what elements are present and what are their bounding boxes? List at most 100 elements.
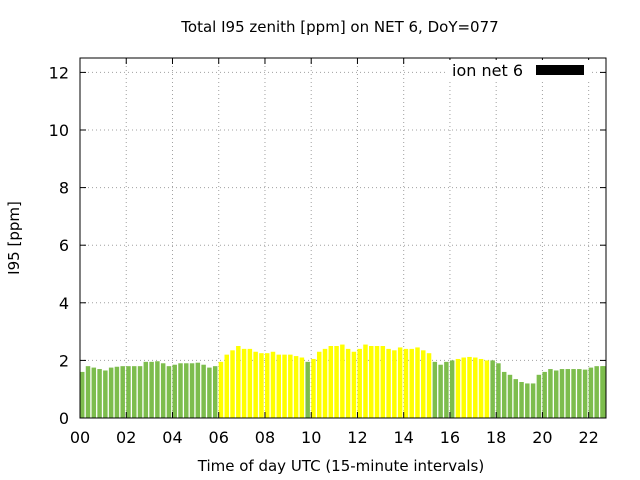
bar (316, 351, 322, 418)
bar (230, 350, 235, 418)
bar (380, 346, 386, 418)
bar (530, 383, 536, 418)
bar (553, 370, 559, 418)
bar (207, 367, 212, 418)
bar (582, 369, 588, 418)
bar (264, 353, 270, 418)
legend-label: ion net 6 (452, 61, 523, 80)
bar (253, 351, 258, 418)
bar (461, 357, 466, 418)
bar (108, 367, 114, 418)
x-tick-label: 04 (162, 428, 182, 447)
bar (467, 356, 472, 418)
bar (247, 348, 253, 418)
bar (276, 354, 282, 418)
bar (455, 358, 461, 418)
bar (559, 369, 565, 418)
x-tick-label: 02 (116, 428, 136, 447)
bar (473, 357, 478, 418)
bar (97, 369, 102, 418)
bar (160, 363, 166, 418)
bar (525, 383, 530, 418)
bar (403, 348, 409, 418)
x-axis-label: Time of day UTC (15-minute intervals) (197, 457, 484, 475)
bar (536, 374, 542, 418)
bar (288, 354, 293, 418)
y-tick-label: 10 (49, 121, 69, 140)
x-tick-label: 20 (532, 428, 552, 447)
y-tick-label: 0 (59, 409, 69, 428)
bar (363, 344, 368, 418)
bar (501, 371, 507, 418)
bar (507, 374, 513, 418)
x-tick-label: 08 (255, 428, 275, 447)
bar (103, 370, 108, 418)
bar (334, 346, 339, 418)
bar (293, 356, 299, 418)
bar (513, 379, 518, 418)
plot-frame (79, 57, 607, 419)
x-tick-label: 00 (70, 428, 90, 447)
legend: ion net 6 (446, 60, 590, 80)
bar (270, 351, 276, 418)
bar (577, 369, 582, 418)
bar (374, 346, 380, 418)
bar (519, 382, 524, 418)
y-axis-label: I95 [ppm] (5, 201, 23, 275)
bar (149, 361, 154, 418)
bar (565, 369, 571, 418)
x-tick-label: 10 (301, 428, 321, 447)
bar (166, 366, 172, 418)
bar (438, 364, 443, 418)
bar (426, 353, 432, 418)
bar (114, 366, 120, 418)
x-tick-label: 22 (578, 428, 598, 447)
bar (432, 361, 438, 418)
bar (496, 363, 501, 418)
x-tick-label: 18 (486, 428, 506, 447)
x-tick-label: 16 (440, 428, 460, 447)
bar (201, 364, 206, 418)
bar (322, 348, 328, 418)
bar (484, 360, 490, 418)
bar (449, 360, 455, 418)
bar (137, 366, 143, 418)
bar (478, 358, 484, 418)
bar (542, 371, 547, 418)
bar (299, 357, 305, 418)
x-tick-label: 12 (347, 428, 367, 447)
bar (132, 366, 137, 418)
bar (386, 348, 391, 418)
bar (80, 371, 85, 418)
bar (311, 358, 316, 418)
bar (189, 363, 195, 418)
bar (305, 361, 310, 418)
bar (224, 354, 229, 418)
bars (80, 344, 606, 418)
bar (444, 361, 449, 418)
bar (91, 367, 97, 418)
bar (126, 366, 131, 418)
bar (588, 367, 594, 418)
bar (345, 348, 351, 418)
bar (195, 362, 201, 418)
bar (601, 366, 606, 418)
bar (184, 363, 189, 418)
x-tick-label: 14 (394, 428, 414, 447)
y-tick-label: 6 (59, 236, 69, 255)
bar (421, 350, 426, 418)
bar (155, 361, 160, 418)
bar (369, 346, 374, 418)
bar (212, 366, 218, 418)
legend-swatch (536, 65, 584, 75)
bar (241, 348, 247, 418)
bar (548, 369, 553, 418)
grid (80, 58, 606, 418)
bar (172, 364, 177, 418)
bar (490, 360, 495, 418)
bar (397, 347, 403, 418)
bar (351, 351, 357, 418)
bar (120, 366, 125, 418)
